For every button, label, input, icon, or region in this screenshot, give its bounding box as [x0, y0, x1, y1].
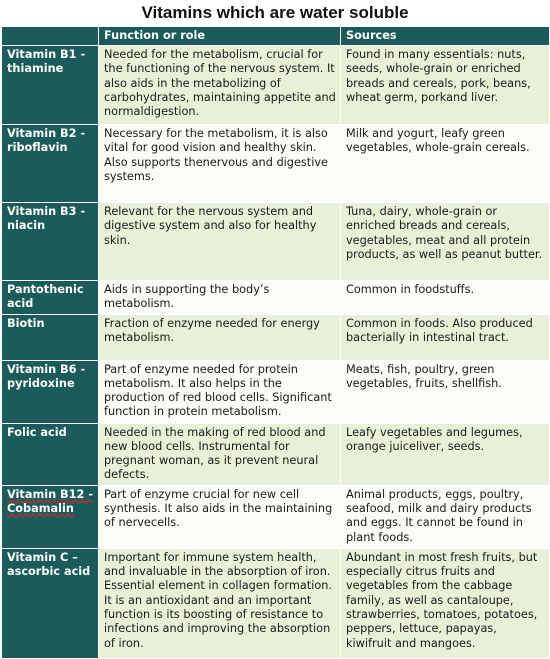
vitamin-name: Pantothenic acid — [1, 280, 99, 315]
vitamin-name: Biotin — [1, 313, 99, 361]
header-sources: Sources — [340, 26, 550, 46]
sources-cell: Animal products, eggs, poultry, seafood,… — [340, 484, 550, 549]
function-cell: Part of enzyme needed for protein metabo… — [98, 359, 341, 424]
function-cell: Important for immune system health, and … — [98, 547, 341, 659]
header-function: Function or role — [98, 26, 341, 46]
sources-cell: Leafy vegetables and legumes, orange jui… — [340, 422, 550, 486]
sources-cell: Found in many essentials: nuts, seeds, w… — [340, 45, 550, 125]
sources-cell: Common in foodstuffs. — [340, 280, 550, 315]
table-row: Vitamin B2 - riboflavin Necessary for th… — [1, 124, 550, 203]
function-cell: Relevant for the nervous system and dige… — [98, 202, 341, 281]
function-cell: Needed for the metabolism, crucial for t… — [98, 45, 341, 125]
table-row: Vitamin B3 - niacin Relevant for the ner… — [1, 202, 550, 281]
header-row: Function or role Sources — [1, 26, 550, 46]
vitamin-name: Vitamin B3 - niacin — [1, 202, 99, 281]
sources-cell: Abundant in most fresh fruits, but espec… — [340, 547, 550, 659]
vitamin-name: Folic acid — [1, 422, 99, 486]
table-row: Folic acid Needed in the making of red b… — [1, 422, 550, 486]
sources-cell: Common in foods. Also produced bacterial… — [340, 313, 550, 361]
table-row: Pantothenic acid Aids in supporting the … — [1, 280, 550, 315]
vitamins-table: Function or role Sources Vitamin B1 - th… — [1, 26, 550, 659]
vitamin-name: Vitamin B2 - riboflavin — [1, 124, 99, 203]
function-cell: Necessary for the metabolism, it is also… — [98, 124, 341, 203]
sources-cell: Meats, fish, poultry, green vegetables, … — [340, 359, 550, 424]
function-cell: Part of enzyme crucial for new cell synt… — [98, 484, 341, 549]
table-row: Vitamin B12 - Cobamalin Part of enzyme c… — [1, 484, 550, 549]
vitamin-name-text: Vitamin B12 - Cobamalin — [7, 487, 94, 516]
vitamin-name: Vitamin B1 - thiamine — [1, 45, 99, 125]
sources-cell: Milk and yogurt, leafy green vegetables,… — [340, 124, 550, 203]
function-cell: Aids in supporting the body’s metabolism… — [98, 280, 341, 315]
vitamin-name: Vitamin C – ascorbic acid — [1, 547, 99, 659]
vitamin-name: Vitamin B12 - Cobamalin — [1, 484, 99, 549]
vitamin-name: Vitamin B6 - pyridoxine — [1, 359, 99, 424]
table-row: Vitamin B1 - thiamine Needed for the met… — [1, 45, 550, 125]
sources-cell: Tuna, dairy, whole-grain or enriched bre… — [340, 202, 550, 281]
table-row: Vitamin C – ascorbic acid Important for … — [1, 547, 550, 659]
function-cell: Needed in the making of red blood and ne… — [98, 422, 341, 486]
table-row: Biotin Fraction of enzyme needed for ene… — [1, 313, 550, 361]
header-empty — [1, 26, 99, 46]
function-cell: Fraction of enzyme needed for energy met… — [98, 313, 341, 361]
page-title: Vitamins which are water soluble — [141, 3, 409, 22]
table-row: Vitamin B6 - pyridoxine Part of enzyme n… — [1, 359, 550, 424]
